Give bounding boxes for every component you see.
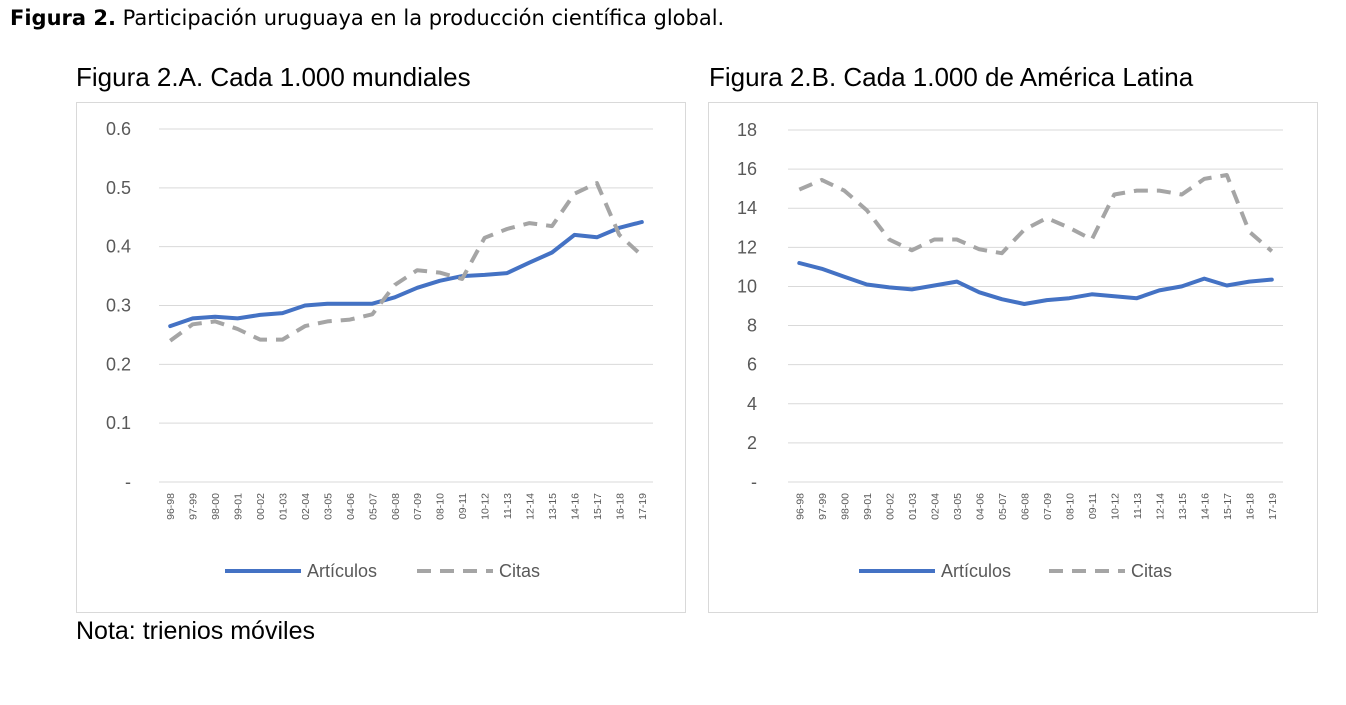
chart-a-x-tick-label: 97-99 [188, 493, 200, 520]
figure-label: Figura 2. [10, 6, 116, 30]
chart-a-y-tick-label: 0.5 [106, 178, 131, 198]
chart-a-y-tick-label: 0.2 [106, 354, 131, 374]
chart-b-x-tick-label: 05-07 [997, 493, 1009, 520]
chart-b-x-tick-label: 16-18 [1244, 493, 1256, 520]
chart-a-x-tick-label: 96-98 [165, 493, 177, 520]
chart-a-x-tick-label: 01-03 [278, 493, 290, 520]
chart-a-x-tick-label: 13-15 [547, 493, 559, 520]
chart-a-title: Figura 2.A. Cada 1.000 mundiales [76, 62, 471, 92]
chart-b-x-tick-label: 12-14 [1154, 493, 1166, 520]
chart-b-y-tick-label: 18 [737, 120, 757, 140]
chart-b-frame: - 2 4 6 8 10 12 14 16 18 96-98 97-99 98-00 99-01 00-02… [708, 102, 1318, 613]
chart-b-x-tick-label: 04-06 [974, 493, 986, 520]
figure-caption: Figura 2. Participación uruguaya en la p… [10, 6, 724, 30]
chart-a-x-tick-label: 00-02 [255, 493, 267, 520]
chart-b-x-tick-label: 99-01 [862, 493, 874, 520]
chart-b-x-tick-label: 11-13 [1132, 493, 1144, 519]
chart-a-series-citas-line [169, 181, 644, 343]
chart-b-legend-label-articulos: Artículos [941, 561, 1011, 581]
chart-a-legend-label-articulos: Artículos [307, 561, 377, 581]
chart-b-x-tick-label: 98-00 [839, 493, 851, 520]
chart-a-x-tick-label: 17-19 [637, 493, 649, 520]
chart-b-x-tick-label: 10-12 [1109, 493, 1121, 520]
chart-a-y-tick-label: 0.6 [106, 119, 131, 139]
chart-b-legend-label-citas: Citas [1131, 561, 1172, 581]
chart-b-y-tick-label: 10 [737, 276, 757, 296]
chart-a-x-tick-label: 08-10 [435, 493, 447, 520]
chart-a-x-tick-label: 10-12 [480, 493, 492, 520]
chart-a-x-tick-label: 16-18 [614, 493, 626, 520]
chart-a-legend-label-citas: Citas [499, 561, 540, 581]
chart-a-x-tick-label: 15-17 [592, 493, 604, 520]
chart-a-x-tick-label: 11-13 [502, 493, 514, 519]
chart-b-x-tick-label: 02-04 [929, 493, 941, 520]
chart-a-x-tick-label: 99-01 [233, 493, 245, 520]
chart-b-x-tick-label: 96-98 [794, 493, 806, 520]
chart-b-x-tick-label: 13-15 [1177, 493, 1189, 520]
chart-a-x-tick-label: 06-08 [390, 493, 402, 520]
chart-a-frame: - 0.1 0.2 0.3 0.4 0.5 0.6 96-98 97-99 98-00 99-01 0… [76, 102, 686, 613]
chart-b-x-tick-label: 03-05 [952, 493, 964, 520]
chart-b-y-tick-label: 8 [747, 316, 757, 336]
chart-a-x-tick-label: 05-07 [367, 493, 379, 520]
chart-a-x-tick-label: 12-14 [525, 493, 537, 520]
chart-b-x-tick-label: 17-19 [1267, 493, 1279, 520]
chart-a-y-tick-label: 0.4 [106, 237, 131, 257]
chart-a-y-tick-label: 0.3 [106, 296, 131, 316]
chart-a-x-tick-label: 03-05 [322, 493, 334, 520]
chart-b-y-tick-label: 2 [747, 433, 757, 453]
chart-b-x-tick-label: 06-08 [1019, 493, 1031, 520]
chart-a-plot: - 0.1 0.2 0.3 0.4 0.5 0.6 96-98 97-99 98-00 99-01 0… [106, 119, 653, 581]
chart-a-y-tick-label: 0.1 [106, 413, 131, 433]
chart-b-series-citas-line [798, 173, 1274, 256]
chart-b-title: Figura 2.B. Cada 1.000 de América Latina [709, 62, 1194, 92]
chart-a-y-tick-label: - [125, 472, 131, 492]
chart-b-x-tick-label: 15-17 [1222, 493, 1234, 520]
chart-b-x-tick-label: 01-03 [907, 493, 919, 520]
chart-b-x-tick-label: 09-11 [1087, 493, 1099, 519]
footnote: Nota: trienios móviles [76, 617, 315, 645]
chart-b-x-tick-label: 14-16 [1199, 493, 1211, 520]
chart-a-x-tick-label: 09-11 [457, 493, 469, 519]
chart-b-x-tick-label: 07-09 [1042, 493, 1054, 520]
chart-a-x-tick-label: 14-16 [569, 493, 581, 520]
chart-b-y-tick-label: - [751, 472, 757, 492]
chart-a-x-tick-label: 07-09 [412, 493, 424, 520]
chart-b-y-tick-label: 14 [737, 198, 757, 218]
chart-b-plot: - 2 4 6 8 10 12 14 16 18 96-98 97-99 98-00 99-01 00-02… [737, 120, 1283, 581]
chart-b-x-tick-label: 08-10 [1064, 493, 1076, 520]
chart-b-y-tick-label: 16 [737, 159, 757, 179]
figure-caption-text: Participación uruguaya en la producción … [122, 6, 725, 30]
chart-b-x-tick-label: 97-99 [817, 493, 829, 520]
chart-a-x-tick-label: 04-06 [345, 493, 357, 520]
chart-b-series-articulos-line [797, 261, 1274, 306]
chart-a-x-tick-label: 98-00 [210, 493, 222, 520]
chart-b-y-tick-label: 6 [747, 355, 757, 375]
chart-b-x-tick-label: 00-02 [884, 493, 896, 520]
chart-b-y-tick-label: 12 [737, 237, 757, 257]
chart-a-series-articulos-line [168, 220, 644, 329]
chart-a-x-tick-label: 02-04 [300, 493, 312, 520]
chart-b-y-tick-label: 4 [747, 394, 757, 414]
